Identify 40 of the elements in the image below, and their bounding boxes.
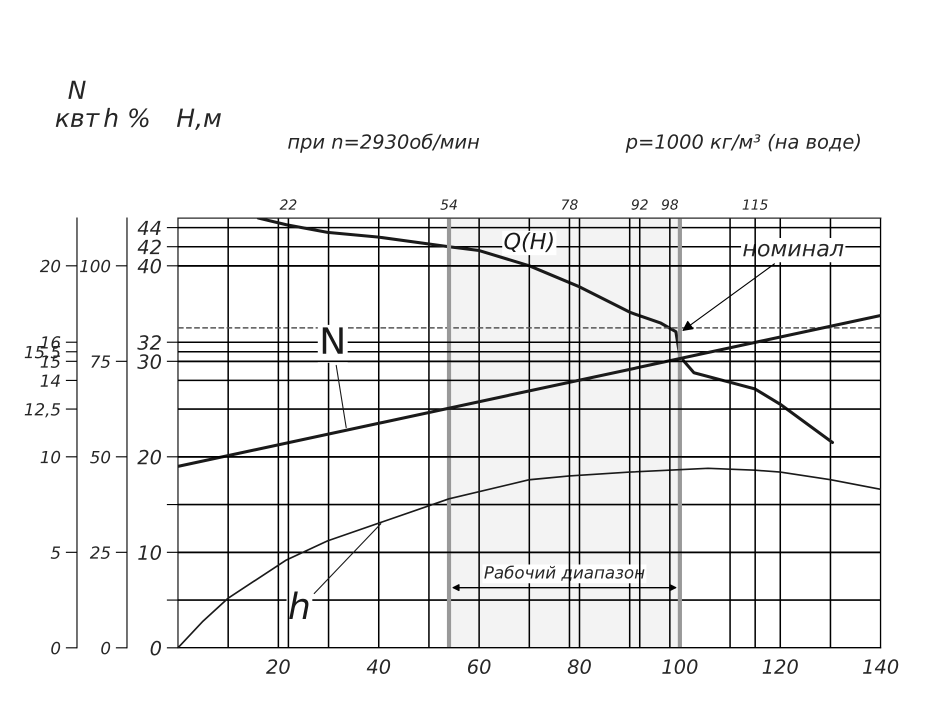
y3-axis-title: h % [104,108,148,128]
x2-tick-label: 98 [662,199,678,210]
y2-axis-title: N квт [56,80,100,127]
y-tick-label: 42 [138,240,161,254]
y2-tick-label: 14 [40,374,60,387]
text: N [322,327,343,354]
y3-tick-label: 50 [90,450,110,464]
y3-tick-label: 0 [101,642,110,654]
y-tick-label: 10 [138,545,162,560]
y2-tick-label: 5 [50,546,60,559]
y2-tick-label: 10 [40,450,60,464]
x-tick-label: 80 [568,659,591,674]
y-tick-label: 44 [138,220,161,235]
x2-tick-label: 54 [440,199,457,210]
y-tick-label: 0 [150,640,162,656]
y-tick-label: 30 [137,354,162,369]
series-label: Q(H) [504,232,553,252]
x-tick-label: 40 [366,659,390,674]
y-tick-label: 20 [137,450,162,464]
x-tick-label: 120 [762,659,798,674]
x-tick-label: 60 [468,659,491,674]
y2-tick-label: 20 [40,260,60,272]
series-label: h [289,592,308,619]
y-tick-label: 32 [137,335,161,350]
text: при n=2930об/мин [288,134,480,153]
x2-tick-label: 115 [742,199,768,210]
x-tick-label: 100 [662,659,698,674]
y2-tick-label: 0 [51,642,60,654]
x2-tick-label: 22 [280,199,296,210]
y3-tick-label: 75 [91,355,110,368]
x-tick-label: 140 [863,659,898,674]
y3-tick-label: 100 [80,260,110,272]
y3-tick-label: 25 [90,546,110,559]
text: p=1000 кг/м³ (на воде) [626,134,860,153]
x-tick-label: 20 [266,659,290,674]
y2-tick-label: 12,5 [24,403,60,418]
x2-tick-label: 78 [562,199,578,210]
y-tick-label: 40 [138,258,162,274]
y-axis-title: H,м [176,108,221,130]
x2-tick-label: 92 [632,199,648,210]
